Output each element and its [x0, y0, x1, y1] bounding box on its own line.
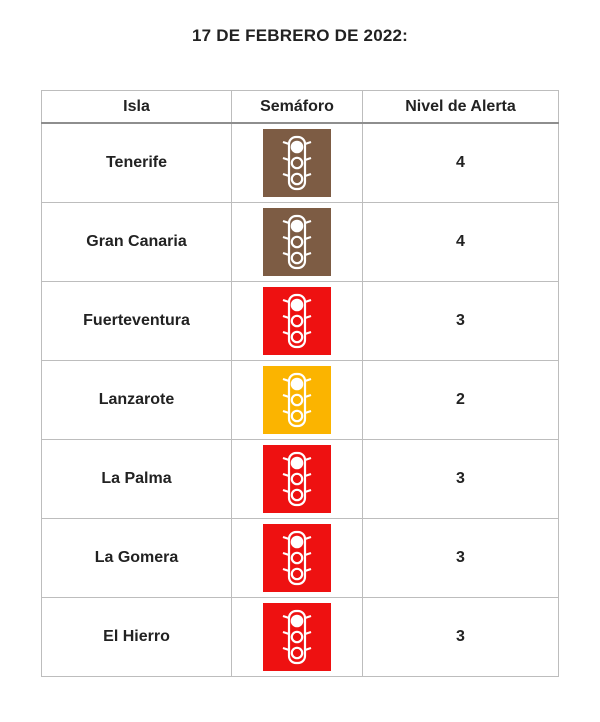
- island-name: El Hierro: [41, 597, 232, 677]
- alert-level: 3: [362, 281, 559, 361]
- traffic-light-box: [263, 603, 331, 671]
- semaforo-cell: [231, 360, 363, 440]
- table-row: Tenerife 4: [41, 122, 559, 203]
- traffic-light-icon: [282, 135, 312, 191]
- table-row: Fuerteventura 3: [41, 281, 559, 361]
- table-row: Gran Canaria 4: [41, 202, 559, 282]
- traffic-light-box: [263, 366, 331, 434]
- traffic-light-box: [263, 445, 331, 513]
- island-name: La Gomera: [41, 518, 232, 598]
- semaforo-cell: [231, 202, 363, 282]
- semaforo-cell: [231, 281, 363, 361]
- traffic-light-box: [263, 129, 331, 197]
- traffic-light-box: [263, 287, 331, 355]
- semaforo-cell: [231, 597, 363, 677]
- alert-level: 4: [362, 122, 559, 203]
- alert-level: 4: [362, 202, 559, 282]
- island-name: Gran Canaria: [41, 202, 232, 282]
- header-nivel-de-alerta: Nivel de Alerta: [362, 90, 559, 124]
- semaforo-cell: [231, 439, 363, 519]
- table-row: La Gomera 3: [41, 518, 559, 598]
- alert-level: 2: [362, 360, 559, 440]
- alert-level: 3: [362, 597, 559, 677]
- traffic-light-icon: [282, 451, 312, 507]
- traffic-light-icon: [282, 214, 312, 270]
- semaforo-cell: [231, 518, 363, 598]
- island-name: Tenerife: [41, 122, 232, 203]
- island-name: Fuerteventura: [41, 281, 232, 361]
- table-row: El Hierro 3: [41, 597, 559, 677]
- alert-level-table: Isla Semáforo Nivel de Alerta Tenerife 4…: [41, 90, 559, 677]
- header-semaforo: Semáforo: [231, 90, 363, 124]
- traffic-light-icon: [282, 609, 312, 665]
- header-isla: Isla: [41, 90, 232, 124]
- traffic-light-icon: [282, 293, 312, 349]
- alert-level: 3: [362, 439, 559, 519]
- semaforo-cell: [231, 122, 363, 203]
- table-row: Lanzarote 2: [41, 360, 559, 440]
- table-row: La Palma 3: [41, 439, 559, 519]
- table-header-row: Isla Semáforo Nivel de Alerta: [41, 90, 559, 124]
- traffic-light-icon: [282, 372, 312, 428]
- traffic-light-box: [263, 208, 331, 276]
- traffic-light-box: [263, 524, 331, 592]
- alert-level: 3: [362, 518, 559, 598]
- traffic-light-icon: [282, 530, 312, 586]
- island-name: La Palma: [41, 439, 232, 519]
- page-title: 17 DE FEBRERO DE 2022:: [191, 26, 409, 45]
- island-name: Lanzarote: [41, 360, 232, 440]
